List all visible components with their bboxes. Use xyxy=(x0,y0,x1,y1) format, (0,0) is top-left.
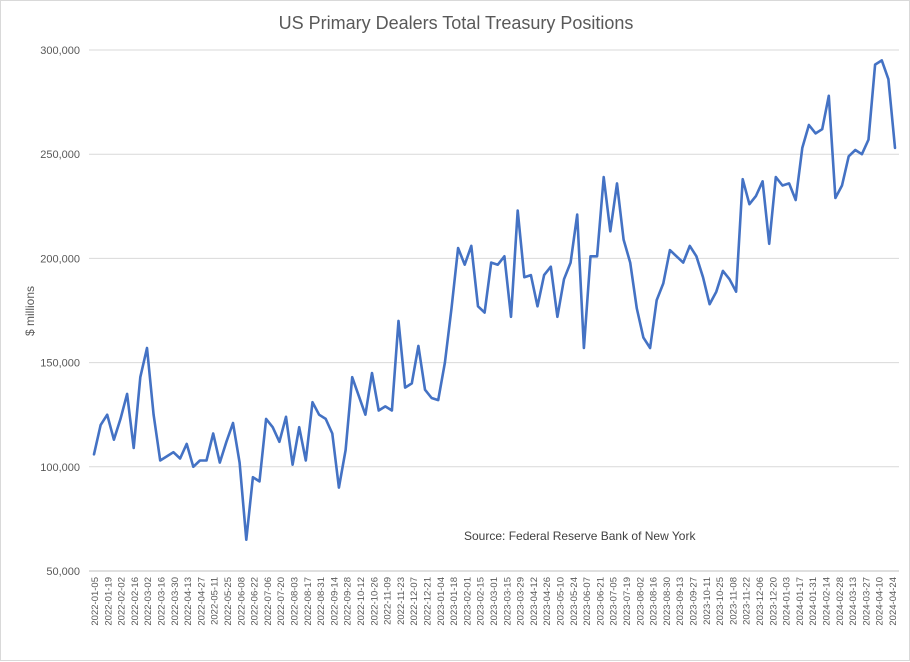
x-tick-label: 2022-02-02 xyxy=(117,577,128,626)
x-tick-label: 2023-01-04 xyxy=(436,577,447,626)
x-tick-label: 2023-06-21 xyxy=(595,577,606,626)
x-tick-label: 2023-06-07 xyxy=(582,577,593,626)
x-tick-label: 2024-03-27 xyxy=(861,577,872,626)
x-tick-label: 2022-04-27 xyxy=(196,577,207,626)
x-tick-label: 2022-10-12 xyxy=(356,577,367,626)
x-tick-label: 2022-03-30 xyxy=(170,577,181,626)
x-tick-label: 2023-07-05 xyxy=(609,577,620,626)
x-tick-label: 2022-10-26 xyxy=(369,577,380,626)
x-tick-label: 2023-01-18 xyxy=(449,577,460,626)
x-tick-label: 2024-01-03 xyxy=(782,577,793,626)
chart-title: US Primary Dealers Total Treasury Positi… xyxy=(279,13,634,33)
x-tick-label: 2022-08-17 xyxy=(303,577,314,626)
x-tick-label: 2022-08-31 xyxy=(316,577,327,626)
x-tick-label: 2024-03-13 xyxy=(848,577,859,626)
y-tick-label: 50,000 xyxy=(46,566,80,578)
gridlines xyxy=(89,50,899,467)
x-tick-label: 2022-12-07 xyxy=(409,577,420,626)
x-tick-label: 2023-10-25 xyxy=(715,577,726,626)
x-tick-label: 2022-01-05 xyxy=(90,577,101,626)
x-tick-label: 2023-10-11 xyxy=(702,577,713,625)
y-tick-label: 300,000 xyxy=(40,45,80,57)
x-tick-label: 2022-12-21 xyxy=(423,577,434,626)
x-tick-label: 2022-04-13 xyxy=(183,577,194,626)
x-tick-label: 2023-11-22 xyxy=(742,577,753,625)
x-tick-label: 2022-07-06 xyxy=(263,577,274,626)
x-tick-label: 2023-12-06 xyxy=(755,577,766,626)
y-tick-label: 250,000 xyxy=(40,149,80,161)
y-tick-label: 100,000 xyxy=(40,462,80,474)
x-tick-label: 2022-08-03 xyxy=(290,577,301,626)
series-group xyxy=(94,60,895,539)
x-tick-label: 2023-08-16 xyxy=(649,577,660,626)
x-tick-label: 2022-05-11 xyxy=(210,577,221,625)
x-tick-label: 2022-06-22 xyxy=(250,577,261,626)
x-tick-label: 2022-05-25 xyxy=(223,577,234,626)
x-tick-label: 2023-07-19 xyxy=(622,577,633,626)
y-axis-label: $ millions xyxy=(23,286,37,336)
x-tick-label: 2022-06-08 xyxy=(236,577,247,626)
x-tick-label: 2023-05-10 xyxy=(556,577,567,626)
x-tick-label: 2023-09-27 xyxy=(689,577,700,626)
y-axis-ticks: 50,000 100,000 150,000 200,000 250,000 300,00… xyxy=(40,45,80,578)
x-tick-label: 2023-03-15 xyxy=(502,577,513,626)
x-tick-label: 2023-12-20 xyxy=(768,577,779,626)
x-tick-label: 2024-02-28 xyxy=(835,577,846,626)
x-tick-label: 2023-03-01 xyxy=(489,577,500,626)
x-tick-label: 2022-11-23 xyxy=(396,577,407,625)
x-tick-label: 2023-04-26 xyxy=(542,577,553,626)
x-tick-label: 2024-02-14 xyxy=(822,577,833,626)
x-tick-label: 2023-04-12 xyxy=(529,577,540,626)
y-tick-label: 150,000 xyxy=(40,358,80,370)
x-tick-label: 2023-08-02 xyxy=(635,577,646,626)
series-line xyxy=(94,60,895,539)
x-tick-label: 2023-09-13 xyxy=(675,577,686,626)
x-tick-label: 2022-03-02 xyxy=(143,577,154,626)
x-tick-label: 2022-11-09 xyxy=(383,577,394,625)
x-tick-label: 2022-07-20 xyxy=(276,577,287,626)
x-tick-label: 2022-03-16 xyxy=(157,577,168,626)
x-tick-label: 2023-08-30 xyxy=(662,577,673,626)
x-tick-label: 2024-04-24 xyxy=(888,577,899,626)
x-tick-label: 2022-02-16 xyxy=(130,577,141,626)
x-tick-label: 2023-02-01 xyxy=(462,577,473,626)
x-tick-label: 2024-01-17 xyxy=(795,577,806,626)
x-tick-label: 2023-02-15 xyxy=(476,577,487,626)
x-tick-label: 2022-09-28 xyxy=(343,577,354,626)
x-tick-label: 2022-01-19 xyxy=(103,577,114,626)
source-annotation: Source: Federal Reserve Bank of New York xyxy=(464,529,696,543)
x-tick-label: 2023-11-08 xyxy=(728,577,739,625)
x-tick-label: 2023-03-29 xyxy=(516,577,527,626)
x-tick-label: 2023-05-24 xyxy=(569,577,580,626)
y-tick-label: 200,000 xyxy=(40,253,80,265)
x-tick-label: 2022-09-14 xyxy=(329,577,340,626)
x-tick-label: 2024-01-31 xyxy=(808,577,819,626)
x-tick-label: 2024-04-10 xyxy=(875,577,886,626)
